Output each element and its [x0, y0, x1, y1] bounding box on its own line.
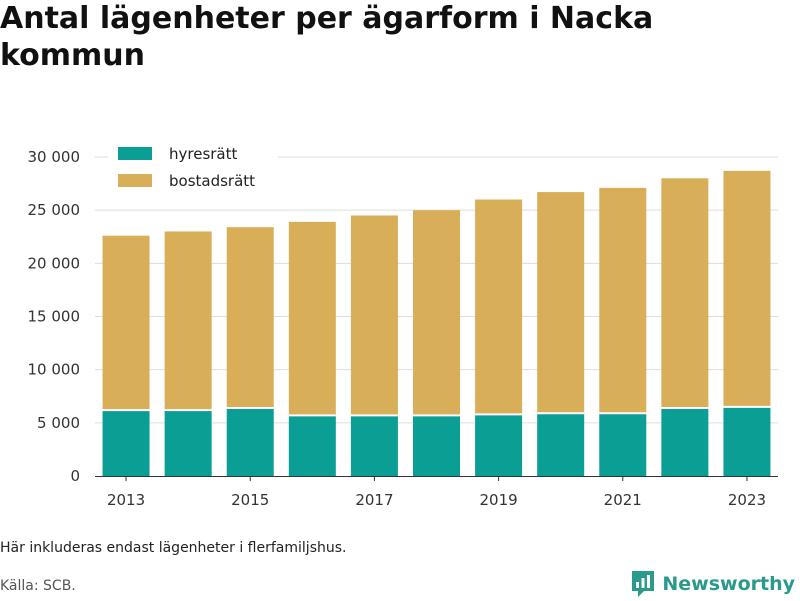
y-tick-label: 15 000	[28, 308, 81, 326]
x-tick-label: 2023	[728, 491, 766, 509]
x-tick-label: 2019	[479, 491, 517, 509]
bar-segment[interactable]	[413, 210, 460, 416]
y-tick-label: 5 000	[37, 414, 80, 432]
source-note: Källa: SCB.	[0, 578, 76, 594]
y-tick-label: 25 000	[28, 201, 81, 219]
x-tick-label: 2013	[107, 491, 145, 509]
bars	[102, 170, 771, 476]
bar-segment[interactable]	[102, 410, 150, 476]
y-tick-label: 10 000	[28, 361, 81, 379]
footnote: Här inkluderas endast lägenheter i flerf…	[0, 540, 347, 556]
bar-segment[interactable]	[661, 178, 709, 408]
chart-title: Antal lägenheter per ägarform i Nacka ko…	[0, 1, 654, 73]
bar-segment[interactable]	[599, 187, 647, 414]
bar-segment[interactable]	[350, 215, 398, 416]
legend: hyresrätt bostadsrätt	[108, 145, 278, 202]
bar-segment[interactable]	[288, 415, 336, 476]
x-tick-label: 2015	[231, 491, 269, 509]
y-tick-label: 30 000	[28, 148, 81, 166]
x-tick-label: 2021	[604, 491, 642, 509]
bar-segment[interactable]	[475, 199, 523, 415]
x-tick-label: 2017	[355, 491, 393, 509]
legend-label: hyresrätt	[169, 145, 238, 163]
y-tick-label: 20 000	[28, 254, 81, 272]
axes: 0 5 000 10 000 15 000 20 000 25 000 30 000 2013…	[28, 148, 778, 509]
bar-segment[interactable]	[164, 231, 212, 411]
bar-segment[interactable]	[599, 413, 647, 476]
stacked-bar-chart: 0 5 000 10 000 15 000 20 000 25 000 30 000 2013…	[28, 145, 778, 509]
bar-segment[interactable]	[475, 414, 523, 476]
bar-segment[interactable]	[164, 410, 212, 476]
y-tick-label: 0	[70, 467, 80, 485]
bar-segment[interactable]	[723, 406, 771, 476]
bar-segment[interactable]	[288, 221, 336, 416]
legend-swatch	[118, 147, 152, 160]
bar-segment[interactable]	[226, 227, 274, 408]
bar-segment[interactable]	[413, 415, 460, 476]
brand-name: Newsworthy	[662, 573, 795, 595]
bar-chart-logo-icon	[632, 571, 655, 597]
bar-segment[interactable]	[537, 192, 585, 414]
legend-swatch	[118, 174, 152, 187]
bar-segment[interactable]	[661, 407, 709, 476]
newsworthy-logo[interactable]: Newsworthy	[630, 567, 795, 601]
bar-segment[interactable]	[723, 170, 771, 407]
legend-label: bostadsrätt	[169, 172, 255, 190]
bar-segment[interactable]	[537, 413, 585, 476]
bar-segment[interactable]	[226, 407, 274, 476]
bar-segment[interactable]	[102, 235, 150, 411]
bar-segment[interactable]	[350, 415, 398, 476]
